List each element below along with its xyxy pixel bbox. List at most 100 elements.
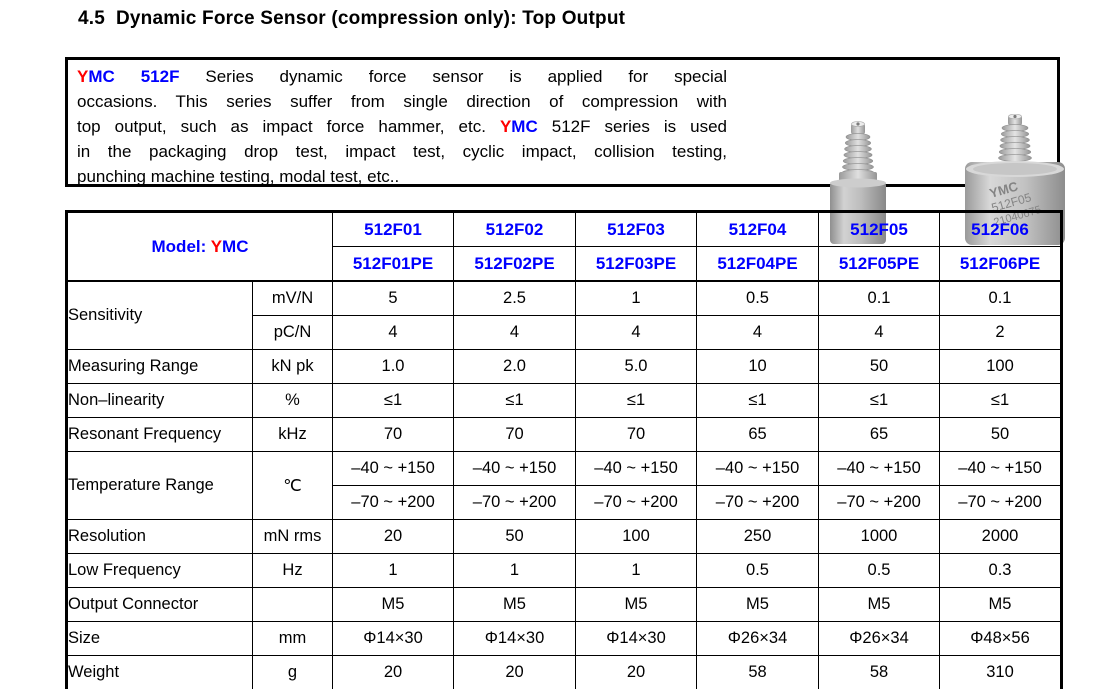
- spec-value: ≤1: [575, 383, 698, 418]
- text-segment: Y: [210, 236, 223, 256]
- text-segment: Y: [77, 67, 89, 86]
- spec-value: ≤1: [332, 383, 455, 418]
- spec-row: Low Frequency Hz 1 1 1 0.5 0.5 0.3: [66, 553, 1063, 588]
- row-label: Size: [66, 621, 253, 656]
- spec-value: Φ14×30: [575, 621, 698, 656]
- spec-value: Φ26×34: [696, 621, 820, 656]
- spec-value: –70 ~ +200: [453, 485, 577, 520]
- model-column-header-pe: 512F06PE: [939, 246, 1063, 282]
- spec-value: 4: [575, 315, 698, 350]
- row-label: Sensitivity: [66, 280, 253, 350]
- model-column-header-pe: 512F01PE: [332, 246, 455, 282]
- row-label: Resolution: [66, 519, 253, 554]
- text-segment: [115, 67, 141, 86]
- spec-value: 50: [818, 349, 941, 384]
- spec-value: –40 ~ +150: [453, 451, 577, 486]
- spec-value: 1000: [818, 519, 941, 554]
- spec-value: 10: [696, 349, 820, 384]
- spec-value: 0.5: [696, 280, 820, 316]
- text-segment: occasions. This series suffer from singl…: [77, 92, 727, 111]
- spec-value: Φ14×30: [332, 621, 455, 656]
- spec-value: ≤1: [696, 383, 820, 418]
- spec-value: –40 ~ +150: [939, 451, 1063, 486]
- spec-row: Measuring Range kN pk 1.0 2.0 5.0 10 50 100: [66, 349, 1063, 384]
- spec-value: 1.0: [332, 349, 455, 384]
- spec-table: Model: YMC 512F01 512F02 512F03 512F04 512F0…: [65, 210, 1064, 689]
- spec-value: 0.3: [939, 553, 1063, 588]
- spec-value: ≤1: [453, 383, 577, 418]
- text-segment: 512F series is used: [537, 117, 727, 136]
- spec-row: Resonant Frequency kHz 70 70 70 65 65 50: [66, 417, 1063, 452]
- spec-value: 65: [696, 417, 820, 452]
- spec-value: –70 ~ +200: [332, 485, 455, 520]
- sensor-threads: [841, 133, 875, 177]
- spec-value: 70: [575, 417, 698, 452]
- spec-value: 20: [332, 519, 455, 554]
- row-unit: mV/N: [251, 280, 334, 316]
- spec-value: M5: [818, 587, 941, 622]
- row-unit: ℃: [251, 451, 334, 520]
- text-segment: top output, such as impact force hammer,…: [77, 117, 500, 136]
- spec-value: –70 ~ +200: [939, 485, 1063, 520]
- spec-value: M5: [696, 587, 820, 622]
- row-unit: Hz: [251, 553, 334, 588]
- spec-row: Output Connector M5 M5 M5 M5 M5 M5: [66, 587, 1063, 622]
- row-label: Output Connector: [66, 587, 253, 622]
- spec-value: 0.5: [696, 553, 820, 588]
- spec-value: 2: [939, 315, 1063, 350]
- model-column-header: 512F04: [696, 211, 820, 247]
- row-label: Temperature Range: [66, 451, 253, 520]
- text-segment: 512F: [140, 67, 180, 86]
- row-unit: g: [251, 655, 334, 689]
- spec-value: 4: [332, 315, 455, 350]
- spec-value: 4: [696, 315, 820, 350]
- row-unit: kN pk: [251, 349, 334, 384]
- spec-value: –40 ~ +150: [332, 451, 455, 486]
- spec-value: 20: [453, 655, 577, 689]
- row-label: Low Frequency: [66, 553, 253, 588]
- spec-row: Non–linearity% ≤1 ≤1 ≤1 ≤1 ≤1 ≤1: [66, 383, 1063, 418]
- row-unit: pC/N: [251, 315, 334, 350]
- spec-value: 65: [818, 417, 941, 452]
- page-title: 4.5 Dynamic Force Sensor (compression on…: [78, 8, 626, 29]
- model-column-header: 512F02: [453, 211, 577, 247]
- spec-value: 4: [453, 315, 577, 350]
- row-label: Weight: [66, 655, 253, 689]
- model-column-header-pe: 512F02PE: [453, 246, 577, 282]
- row-label: Non–linearity: [66, 383, 253, 418]
- spec-value: 0.1: [818, 280, 941, 316]
- spec-value: M5: [453, 587, 577, 622]
- spec-value: 58: [818, 655, 941, 689]
- model-header-cell: Model: YMC: [65, 211, 334, 282]
- intro-line: top output, such as impact force hammer,…: [77, 114, 727, 139]
- spec-value: 1: [575, 553, 698, 588]
- spec-value: 4: [818, 315, 941, 350]
- spec-row: Size mm Φ14×30 Φ14×30 Φ14×30 Φ26×34 Φ26×34 Φ48×…: [66, 621, 1063, 656]
- spec-value: 100: [939, 349, 1063, 384]
- spec-value: 58: [696, 655, 820, 689]
- text-segment: Series dynamic force sensor is applied f…: [179, 67, 727, 86]
- spec-value: Φ14×30: [453, 621, 577, 656]
- spec-value: Φ48×56: [939, 621, 1063, 656]
- spec-value: 100: [575, 519, 698, 554]
- spec-row: Resolution mN rms 20 50 100 250 1000 2000: [66, 519, 1063, 554]
- spec-value: 5: [332, 280, 455, 316]
- spec-value: –40 ~ +150: [575, 451, 698, 486]
- spec-value: 1: [453, 553, 577, 588]
- intro-line: YMC 512F Series dynamic force sensor is …: [77, 64, 727, 89]
- spec-value: 50: [453, 519, 577, 554]
- spec-row: Weight g 20 20 20 58 58 310: [66, 655, 1063, 689]
- text-segment: Model:: [151, 236, 211, 256]
- spec-value: 310: [939, 655, 1063, 689]
- spec-row: –70 ~ +200 –70 ~ +200 –70 ~ +200 –70 ~ +200…: [67, 485, 1063, 520]
- spec-value: 2.0: [453, 349, 577, 384]
- sensor-threads: [998, 124, 1032, 162]
- intro-box: Y MC 512F Series dynamic force sensor is …: [65, 57, 1065, 245]
- spec-value: 1: [575, 280, 698, 316]
- intro-line: in the packaging drop test, impact test,…: [77, 139, 727, 164]
- intro-paragraph: Y MC 512F Series dynamic force sensor is …: [77, 64, 727, 189]
- text-segment: MC: [222, 236, 249, 256]
- model-column-header: 512F03: [575, 211, 698, 247]
- text-segment: MC: [511, 117, 538, 136]
- spec-value: M5: [939, 587, 1063, 622]
